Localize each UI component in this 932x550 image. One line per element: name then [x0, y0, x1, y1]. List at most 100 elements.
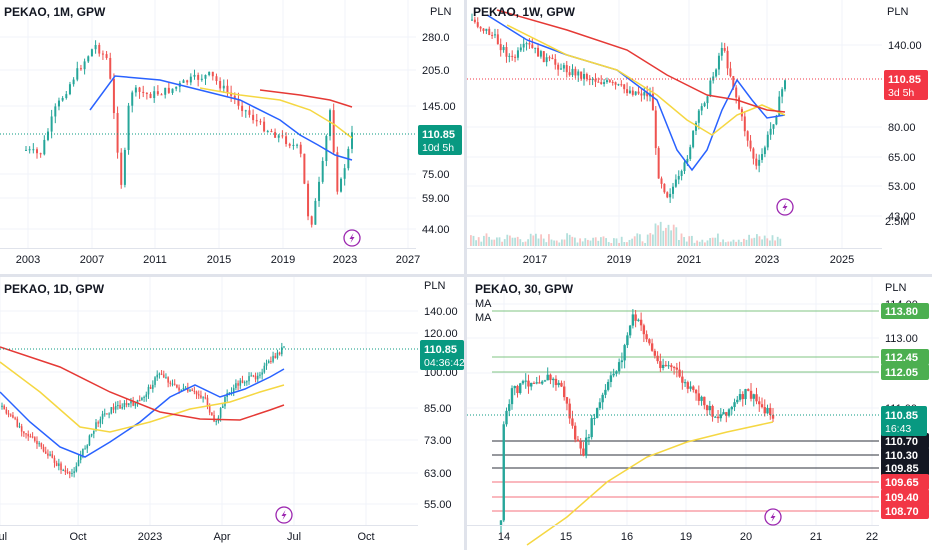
- candle-body: [508, 55, 511, 57]
- legend-ma-2[interactable]: MA: [475, 312, 492, 324]
- candle-body: [587, 437, 591, 439]
- candle-body: [482, 28, 485, 31]
- volume-bar: [576, 242, 579, 246]
- candle-body: [669, 193, 672, 198]
- legend-ma-1[interactable]: MA: [475, 298, 492, 310]
- candle-body: [705, 405, 709, 411]
- volume-bar: [646, 234, 649, 246]
- x-axis[interactable]: Jul Oct 2023 Apr Jul Oct: [0, 531, 375, 543]
- candle-body: [552, 378, 555, 381]
- symbol-title[interactable]: PEKAO, 1M, GPW: [4, 5, 106, 19]
- symbol-title[interactable]: PEKAO, 1W, GPW: [473, 5, 576, 19]
- lightning-icon[interactable]: [343, 229, 361, 247]
- candle-body: [351, 132, 353, 149]
- candle-body: [530, 382, 533, 387]
- y-axis[interactable]: 280.0 205.0 145.00 75.00 59.00 44.00: [422, 32, 456, 236]
- candles: [1, 342, 285, 479]
- candle-body: [256, 375, 259, 380]
- candle-body: [263, 365, 266, 373]
- candle-body: [202, 397, 204, 399]
- candle-body: [28, 149, 31, 151]
- candle-body: [623, 345, 626, 361]
- x-axis[interactable]: 2003 2007 2011 2015 2019 2023 2027: [16, 254, 420, 266]
- x-tick-label: 2027: [396, 254, 420, 266]
- candle-body: [243, 382, 246, 384]
- volume-bar: [568, 234, 571, 246]
- y-axis[interactable]: 140.00 80.00 65.00 53.00 43.00: [888, 40, 922, 223]
- x-tick-label: 14: [498, 531, 510, 543]
- pane-divider-horizontal[interactable]: [0, 274, 932, 277]
- volume-bar: [756, 234, 758, 246]
- price-badge-bg: [884, 70, 928, 100]
- lightning-icon[interactable]: [764, 508, 782, 526]
- x-axis[interactable]: 2017 2019 2021 2023 2025: [523, 254, 854, 266]
- volume-bar: [553, 240, 555, 246]
- candle-body: [58, 463, 60, 466]
- ma-yellow: [199, 87, 353, 139]
- chart-pane-weekly[interactable]: 140.00 80.00 65.00 53.00 43.00 2017 2019 2021 2…: [467, 0, 932, 274]
- candle-body: [73, 471, 75, 473]
- candle-body: [769, 407, 772, 415]
- volume-bar: [537, 238, 540, 246]
- candle-body: [513, 386, 516, 389]
- volume-bar: [740, 241, 743, 246]
- candle-body: [645, 334, 648, 340]
- candle-body: [25, 149, 27, 151]
- ma-red: [259, 89, 353, 108]
- candle-body: [141, 397, 143, 401]
- candle-body: [329, 110, 332, 137]
- candle-body: [90, 49, 93, 57]
- moving-averages: [0, 346, 285, 458]
- volume-bar: [584, 238, 587, 246]
- candle-body: [508, 404, 511, 411]
- volume-bar: [659, 221, 662, 246]
- symbol-title[interactable]: PEKAO, 1D, GPW: [4, 282, 105, 296]
- candle-body: [147, 386, 150, 395]
- candle-body: [87, 56, 90, 62]
- volume-bar: [597, 240, 600, 246]
- candle-body: [134, 87, 137, 93]
- x-tick-label: 2023: [333, 254, 357, 266]
- chart-svg-30min[interactable]: 114.00113.00112.00111.00 14151619202122 …: [467, 277, 932, 550]
- candle-body: [471, 19, 473, 21]
- volume-bar: [545, 242, 548, 246]
- candle-body: [573, 425, 577, 440]
- volume-bar: [649, 233, 652, 246]
- candle-body: [667, 365, 670, 367]
- volume-bar: [506, 234, 509, 246]
- candle-body: [76, 68, 79, 80]
- candle-body: [43, 139, 46, 155]
- candle-body: [285, 136, 288, 144]
- price-badge-countdown: 3d 5h: [888, 87, 914, 99]
- volume-bar: [522, 242, 524, 246]
- volume-bar: [717, 233, 719, 246]
- candle-body: [568, 72, 571, 76]
- volume-bar: [548, 234, 550, 246]
- x-axis[interactable]: 14 15 16 19 20 21 22: [498, 531, 878, 543]
- volume-bar: [662, 230, 665, 246]
- volume-bar: [527, 239, 529, 246]
- chart-svg-monthly[interactable]: 280.0 205.0 145.00 75.00 59.00 44.00 2003 2007…: [0, 0, 464, 274]
- candle-body: [7, 413, 10, 415]
- lightning-icon[interactable]: [275, 506, 293, 524]
- lightning-icon[interactable]: [776, 198, 794, 216]
- y-tick-label: 73.00: [424, 435, 452, 447]
- volume-bar: [589, 240, 592, 246]
- ma-yellow: [0, 361, 285, 433]
- candle-body: [283, 346, 285, 348]
- volume-bar: [758, 236, 761, 246]
- candle-body: [527, 380, 530, 387]
- candle-body: [211, 412, 213, 416]
- candle-body: [281, 135, 284, 137]
- candle-body: [215, 76, 218, 81]
- symbol-title[interactable]: PEKAO, 30, GPW: [475, 282, 574, 296]
- candle-body: [516, 50, 519, 58]
- candle-body: [519, 383, 522, 394]
- chart-pane-30min[interactable]: 114.00113.00112.00111.00 14151619202122 …: [467, 277, 932, 550]
- grid: [467, 0, 882, 248]
- chart-pane-monthly[interactable]: 280.0 205.0 145.00 75.00 59.00 44.00 2003 2007…: [0, 0, 464, 274]
